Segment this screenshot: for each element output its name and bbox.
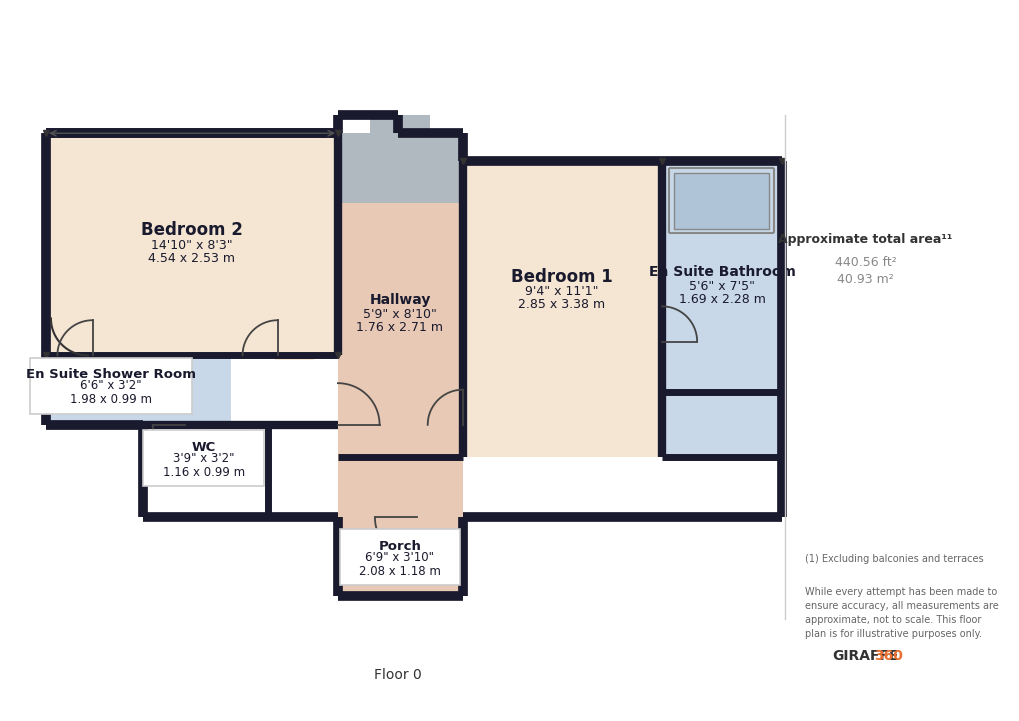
Bar (337, 513, 463, 596)
Text: Bedroom 2: Bedroom 2 (141, 221, 243, 239)
Text: 40.93 m²: 40.93 m² (837, 273, 893, 286)
Text: 1.76 x 2.71 m: 1.76 x 2.71 m (356, 321, 443, 334)
Bar (674, 173, 768, 229)
Text: 440.56 ft²: 440.56 ft² (834, 257, 896, 270)
Bar (460, 421, 467, 430)
Text: 6'6" x 3'2": 6'6" x 3'2" (81, 379, 142, 392)
Bar (337, 425, 463, 518)
Text: Hallway: Hallway (369, 293, 430, 307)
Bar (463, 161, 661, 457)
Bar (275, 351, 314, 360)
Text: Approximate total area¹¹: Approximate total area¹¹ (777, 233, 952, 246)
FancyBboxPatch shape (339, 529, 460, 585)
Text: 4.54 x 2.53 m: 4.54 x 2.53 m (148, 252, 235, 265)
Text: While every attempt has been made to
ensure accuracy, all measurements are
appro: While every attempt has been made to ens… (805, 587, 999, 639)
Text: En Suite Shower Room: En Suite Shower Room (26, 368, 196, 381)
Text: 14'10" x 8'3": 14'10" x 8'3" (151, 239, 232, 252)
Bar (661, 161, 782, 392)
Text: 3'9" x 3'2": 3'9" x 3'2" (173, 451, 234, 464)
Text: 5'9" x 8'10": 5'9" x 8'10" (363, 308, 436, 321)
Text: 1.16 x 0.99 m: 1.16 x 0.99 m (162, 466, 245, 479)
Bar (370, 115, 430, 138)
Text: 5'6" x 7'5": 5'6" x 7'5" (689, 280, 754, 293)
Text: (1) Excluding balconies and terraces: (1) Excluding balconies and terraces (805, 554, 983, 564)
Bar (412, 513, 421, 522)
FancyBboxPatch shape (144, 430, 264, 486)
Text: 1.98 x 0.99 m: 1.98 x 0.99 m (70, 394, 152, 407)
Text: 9'4" x 11'1": 9'4" x 11'1" (525, 285, 598, 298)
Bar (337, 161, 463, 457)
Bar (337, 133, 463, 203)
Bar (182, 421, 190, 428)
Text: 6'9" x 3'10": 6'9" x 3'10" (365, 551, 434, 564)
Bar (90, 351, 126, 360)
Bar (208, 430, 250, 480)
Bar (661, 392, 782, 457)
Ellipse shape (212, 436, 245, 478)
Text: WC: WC (192, 441, 216, 454)
Bar (665, 166, 775, 235)
Text: Porch: Porch (378, 539, 421, 552)
Bar (46, 355, 231, 425)
FancyBboxPatch shape (30, 358, 192, 414)
Text: Floor 0: Floor 0 (374, 668, 422, 682)
Bar (333, 421, 342, 430)
Text: GIRAFFE: GIRAFFE (832, 650, 898, 663)
Bar (46, 133, 337, 355)
Text: 360: 360 (873, 650, 902, 663)
Bar (657, 338, 665, 346)
Text: 2.85 x 3.38 m: 2.85 x 3.38 m (518, 298, 605, 311)
Text: En Suite Bathroom: En Suite Bathroom (648, 265, 795, 279)
Text: 2.08 x 1.18 m: 2.08 x 1.18 m (359, 565, 440, 578)
Bar (144, 425, 268, 518)
Text: Bedroom 1: Bedroom 1 (511, 267, 612, 286)
Text: 1.69 x 2.28 m: 1.69 x 2.28 m (678, 293, 765, 306)
